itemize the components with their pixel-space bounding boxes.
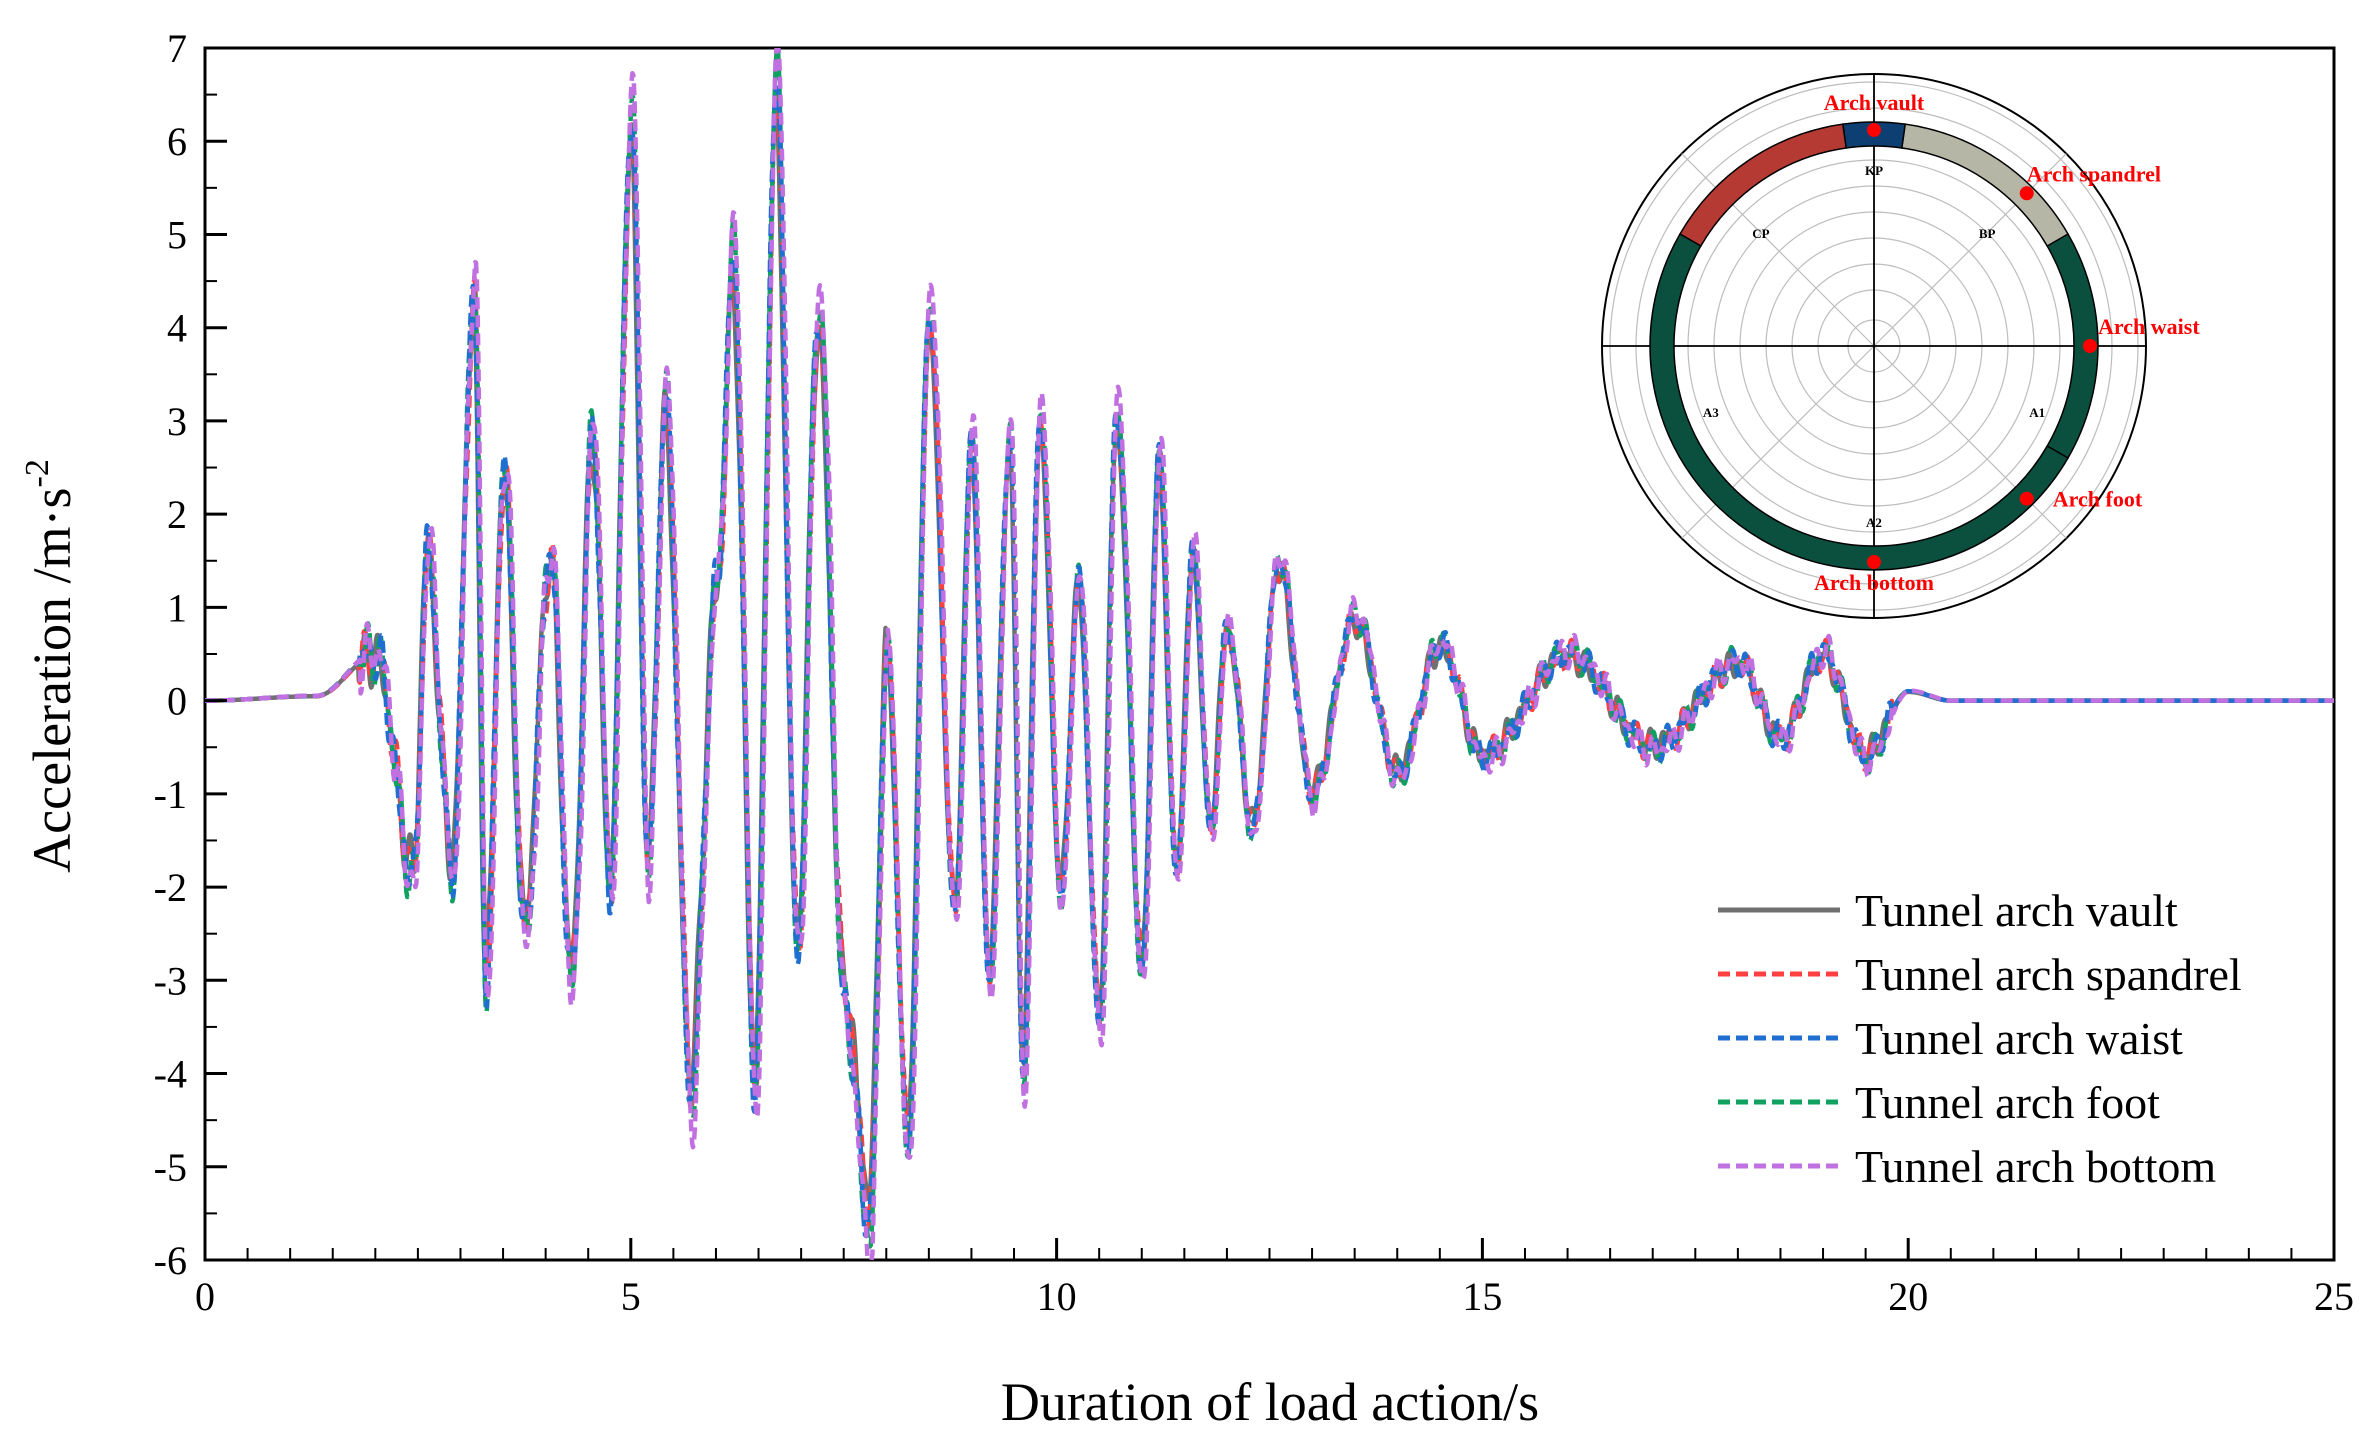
x-tick-label: 10 [1037, 1274, 1077, 1319]
y-tick-label: -5 [154, 1145, 187, 1190]
polar-angle-label: 45 [2068, 0, 2085, 4]
polar-point-marker [2083, 339, 2097, 353]
polar-angle-label: 270 [1861, 0, 1887, 4]
legend-label: Tunnel arch foot [1855, 1077, 2160, 1128]
polar-point-label: Arch waist [2098, 314, 2200, 339]
y-tick-label: -6 [154, 1238, 187, 1283]
legend-label: Tunnel arch spandrel [1855, 949, 2242, 1000]
y-tick-label: 5 [167, 212, 187, 257]
y-tick-label: 0 [167, 679, 187, 724]
polar-grid-spoke [1681, 345, 1875, 539]
polar-zone-label: A2 [1866, 515, 1882, 530]
tick-layer [203, 46, 2336, 1262]
x-tick-label: 0 [195, 1274, 215, 1319]
polar-inset: 90 45 0 315 270 225 180 135 KP BP CP A1 A2 A3 Arch vau… [1567, 0, 2200, 619]
x-tick-label: 15 [1462, 1274, 1502, 1319]
polar-angle-label: 180 [1567, 0, 1593, 4]
y-tick-labels: -6 -5 -4 -3 -2 -1 0 1 2 3 4 5 6 7 [154, 26, 187, 1283]
x-tick-label: 25 [2314, 1274, 2354, 1319]
polar-angle-label: 90 [1866, 0, 1883, 4]
polar-point-marker [2019, 491, 2034, 506]
y-tick-label: -2 [154, 865, 187, 910]
polar-point-marker [1867, 123, 1881, 137]
y-tick-label: -3 [154, 958, 187, 1003]
polar-zone-label: A3 [1703, 405, 1719, 420]
polar-zone-label: BP [1979, 226, 1996, 241]
series-layer [205, 48, 2334, 1260]
polar-zone-label: A1 [2029, 405, 2045, 420]
polar-angle-label: 135 [1657, 0, 1683, 4]
polar-angle-label: 315 [2066, 0, 2092, 4]
legend: Tunnel arch vault Tunnel arch spandrel Tun… [1718, 885, 2242, 1192]
y-tick-label: 2 [167, 492, 187, 537]
polar-point-label: Arch spandrel [2027, 161, 2161, 186]
polar-point-label: Arch vault [1824, 90, 1925, 115]
polar-angle-label: 0 [2160, 0, 2169, 4]
y-tick-label: 3 [167, 399, 187, 444]
y-tick-label: 4 [167, 306, 187, 351]
polar-grid-spoke [1873, 153, 2067, 347]
polar-zone-label: KP [1865, 163, 1883, 178]
legend-label: Tunnel arch vault [1855, 885, 2178, 936]
x-axis-title: Duration of load action/s [1001, 1372, 1539, 1432]
polar-grid-spoke [1681, 153, 1875, 347]
polar-zone-label: CP [1752, 226, 1769, 241]
y-axis-title-sup: -2 [19, 459, 56, 487]
polar-angle-label: 225 [1655, 0, 1681, 4]
polar-point-label: Arch foot [2053, 487, 2143, 512]
x-tick-label: 5 [621, 1274, 641, 1319]
polar-point-marker [2019, 186, 2034, 201]
x-tick-labels: 0 5 10 15 20 25 [195, 1274, 2354, 1319]
y-tick-label: -4 [154, 1052, 187, 1097]
y-tick-label: 1 [167, 585, 187, 630]
polar-point-marker [1867, 555, 1881, 569]
y-tick-label: -1 [154, 772, 187, 817]
polar-grid-spoke [1873, 345, 2067, 539]
polar-point-label: Arch bottom [1814, 570, 1934, 595]
y-axis-title-main: Acceleration /m·s [22, 487, 82, 872]
ring-arch-lower [1649, 232, 2070, 571]
series-line [205, 48, 2334, 1260]
x-tick-label: 20 [1888, 1274, 1928, 1319]
y-tick-label: 7 [167, 26, 187, 71]
y-tick-label: 6 [167, 119, 187, 164]
legend-label: Tunnel arch waist [1855, 1013, 2183, 1064]
y-axis-title: Acceleration /m·s-2 [19, 459, 82, 873]
legend-label: Tunnel arch bottom [1855, 1141, 2216, 1192]
